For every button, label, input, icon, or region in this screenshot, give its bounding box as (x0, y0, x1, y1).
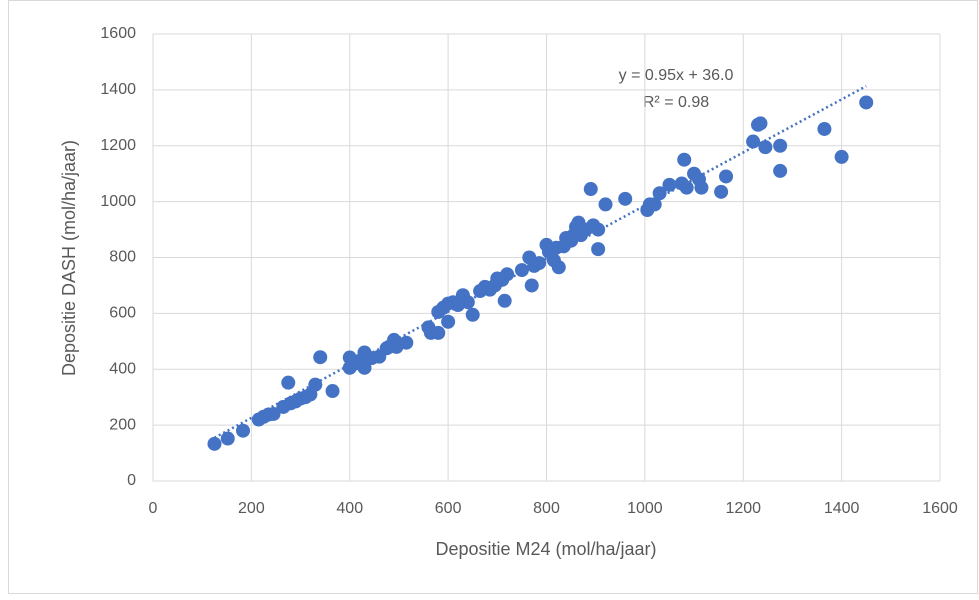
data-point (834, 149, 849, 164)
data-point (583, 182, 598, 197)
trendline-r2: R² = 0.98 (643, 94, 709, 111)
data-point (598, 197, 613, 212)
data-point (313, 350, 328, 365)
data-point (859, 95, 874, 110)
data-point (773, 138, 788, 153)
x-tick-label: 600 (435, 500, 462, 517)
x-tick-label: 800 (533, 500, 560, 517)
data-point (399, 335, 414, 350)
data-point (647, 197, 662, 212)
data-point (618, 191, 633, 206)
data-point (524, 278, 539, 293)
data-point (441, 314, 456, 329)
y-tick-label: 1200 (100, 137, 136, 154)
data-point (677, 152, 692, 167)
data-point (817, 121, 832, 136)
x-tick-label: 1000 (627, 500, 663, 517)
data-point (465, 307, 480, 322)
x-tick-label: 400 (336, 500, 363, 517)
data-point (431, 325, 446, 340)
x-tick-label: 1600 (922, 500, 958, 517)
y-tick-label: 1600 (100, 25, 136, 42)
data-point (694, 180, 709, 195)
trendline-equation: y = 0.95x + 36.0 (619, 67, 734, 84)
x-tick-label: 0 (149, 500, 158, 517)
y-tick-label: 0 (127, 472, 136, 489)
data-point (532, 256, 547, 271)
data-point (207, 436, 222, 451)
data-point (753, 116, 768, 131)
data-point (220, 431, 235, 446)
data-point (679, 180, 694, 195)
x-axis-title: Depositie M24 (mol/ha/jaar) (435, 539, 656, 559)
y-tick-label: 600 (109, 305, 136, 322)
y-tick-label: 1400 (100, 81, 136, 98)
data-point (652, 186, 667, 201)
data-point (500, 267, 515, 282)
data-point (514, 263, 529, 278)
data-point (236, 423, 251, 438)
x-tick-label: 200 (238, 500, 265, 517)
data-point (325, 384, 340, 399)
data-point (551, 260, 566, 275)
data-point (460, 295, 475, 310)
data-point (714, 184, 729, 199)
data-point (497, 293, 512, 308)
y-tick-label: 200 (109, 416, 136, 433)
y-axis-title: Depositie DASH (mol/ha/jaar) (59, 140, 79, 376)
data-point (758, 140, 773, 155)
y-tick-label: 800 (109, 249, 136, 266)
data-point (773, 163, 788, 178)
data-point (266, 406, 281, 421)
data-point (662, 177, 677, 192)
data-point (591, 222, 606, 237)
y-tick-label: 400 (109, 360, 136, 377)
chart-border (8, 0, 978, 594)
data-point (719, 169, 734, 184)
data-point (746, 134, 761, 149)
y-tick-label: 1000 (100, 193, 136, 210)
data-point (591, 242, 606, 257)
data-point (308, 377, 323, 392)
x-tick-label: 1400 (824, 500, 860, 517)
x-tick-label: 1200 (725, 500, 761, 517)
data-point (281, 375, 296, 390)
data-point (357, 360, 372, 375)
